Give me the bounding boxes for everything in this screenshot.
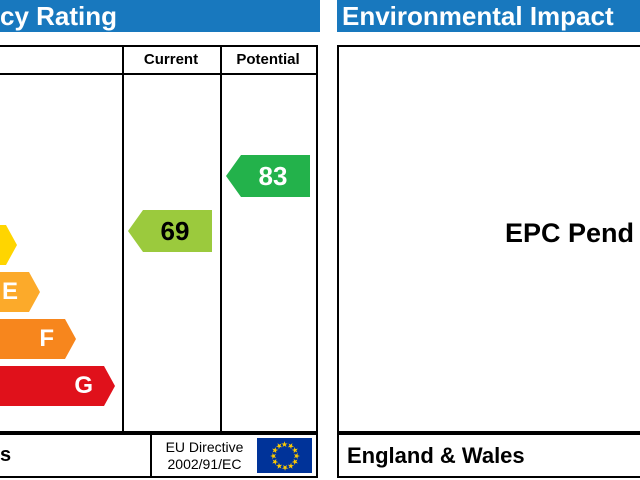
region-footer: England & Wales — [337, 433, 640, 478]
eu-directive-line1: EU Directive — [165, 439, 244, 455]
potential-rating-arrow: 83 — [226, 155, 310, 197]
eu-directive-label: EU Directive 2002/91/EC — [152, 439, 257, 473]
cropped-footer-text: s — [0, 444, 12, 466]
band-letter: E — [1, 278, 18, 305]
band-letter: F — [39, 325, 54, 352]
epc-pending-text: EPC Pend — [505, 218, 635, 248]
eu-flag-icon: ★ ★ ★ ★ ★ ★ ★ ★ ★ ★ ★ ★ — [257, 438, 312, 473]
potential-column-header: Potential — [236, 51, 300, 68]
epc-band-e: E — [0, 272, 40, 312]
epc-band-g: G — [0, 366, 115, 406]
epc-band-f: F — [0, 319, 76, 359]
current-column-divider — [122, 47, 124, 431]
band-letter: G — [74, 372, 93, 399]
current-column-header: Current — [143, 51, 199, 68]
environmental-impact-box: EPC Pend — [337, 45, 640, 433]
current-rating-arrow: 69 — [128, 210, 212, 252]
flag-star-icon: ★ — [280, 439, 289, 449]
footer-divider — [150, 435, 152, 476]
environmental-impact-title: Environmental Impact — [342, 1, 614, 31]
energy-rating-header-bar: cy Rating — [0, 0, 320, 32]
eu-directive-line2: 2002/91/EC — [167, 456, 242, 472]
potential-column-divider — [220, 47, 222, 431]
column-header-row: Current Potential — [0, 47, 316, 75]
environmental-impact-header-bar: Environmental Impact — [337, 0, 640, 32]
energy-rating-title: cy Rating — [0, 1, 118, 31]
potential-rating-value: 83 — [258, 161, 288, 191]
epc-band-partial — [0, 225, 17, 265]
current-rating-value: 69 — [160, 216, 190, 246]
region-label: England & Wales — [347, 443, 525, 468]
energy-footer: s EU Directive 2002/91/EC ★ ★ ★ ★ ★ ★ ★ … — [0, 433, 318, 478]
